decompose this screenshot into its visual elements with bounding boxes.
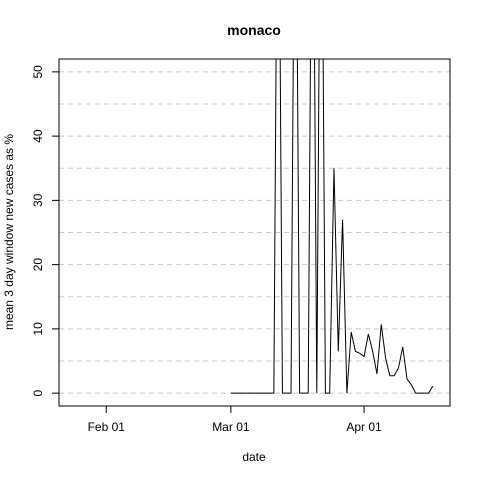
grid-lines: [59, 72, 450, 393]
axis-ticks: 0 10 20 30 40 50 Feb 01 Mar 01 Apr 01: [31, 65, 382, 434]
y-tick-label: 0: [31, 389, 45, 396]
y-tick-label: 10: [31, 322, 45, 336]
y-tick-label: 40: [31, 129, 45, 143]
x-tick-label: Mar 01: [212, 420, 250, 434]
y-axis-label: mean 3 day window new cases as %: [2, 134, 16, 330]
x-axis-label: date: [242, 450, 266, 464]
y-tick-label: 50: [31, 65, 45, 79]
chart-title: monaco: [227, 22, 281, 38]
x-tick-label: Feb 01: [88, 420, 126, 434]
y-tick-label: 20: [31, 258, 45, 272]
y-tick-label: 30: [31, 193, 45, 207]
x-tick-label: Apr 01: [346, 420, 382, 434]
